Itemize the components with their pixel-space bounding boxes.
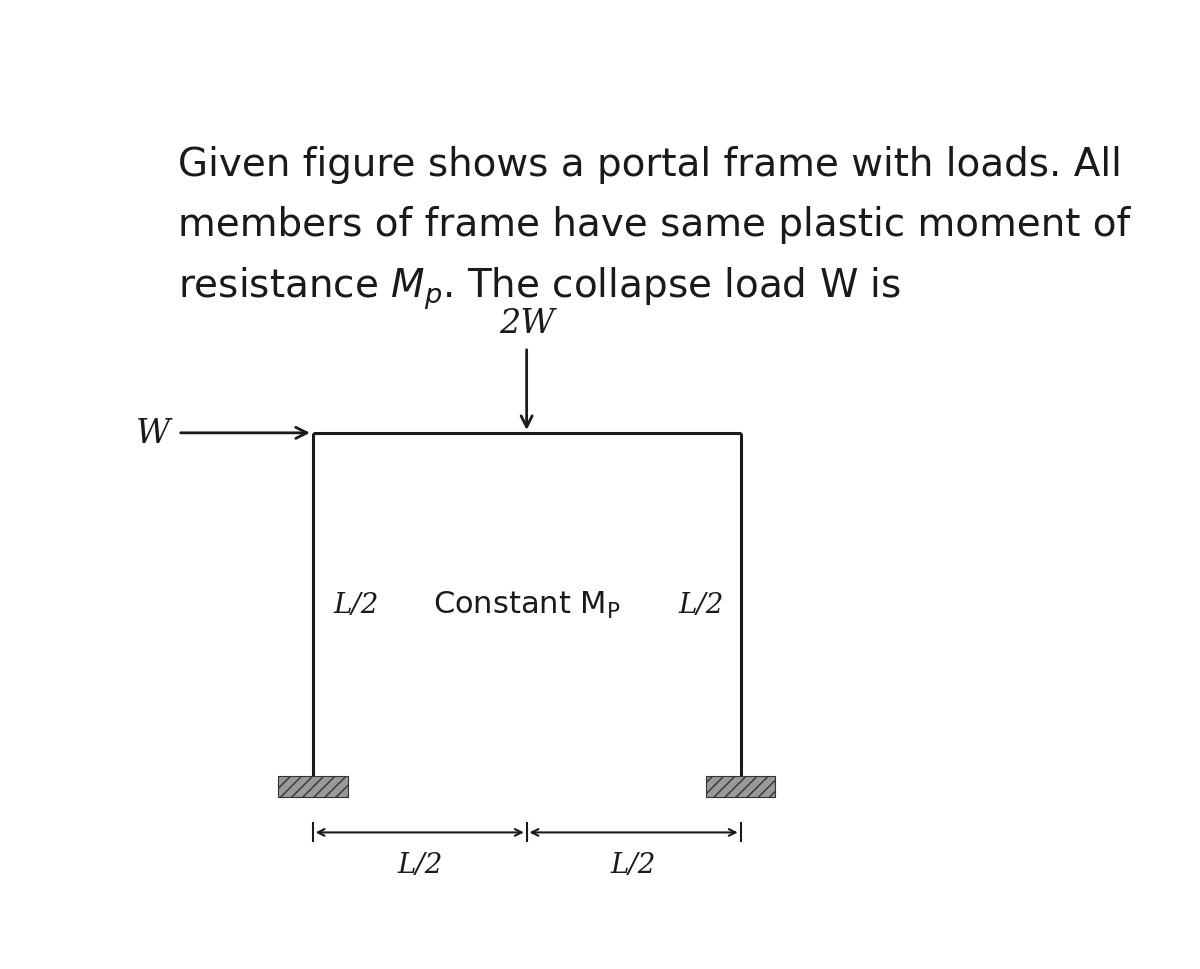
Text: Constant $\mathregular{M_P}$: Constant $\mathregular{M_P}$ [433, 589, 620, 620]
Text: W: W [137, 418, 170, 450]
Text: resistance $M_p$. The collapse load W is: resistance $M_p$. The collapse load W is [178, 266, 901, 312]
Text: L/2: L/2 [334, 591, 378, 618]
Bar [706, 776, 775, 797]
Text: Given figure shows a portal frame with loads. All: Given figure shows a portal frame with l… [178, 146, 1122, 184]
Text: L/2: L/2 [397, 851, 443, 878]
Text: L/2: L/2 [611, 851, 656, 878]
Text: members of frame have same plastic moment of: members of frame have same plastic momen… [178, 205, 1130, 244]
Bar [278, 776, 348, 797]
Text: L/2: L/2 [678, 591, 724, 618]
Text: 2W: 2W [499, 308, 554, 340]
